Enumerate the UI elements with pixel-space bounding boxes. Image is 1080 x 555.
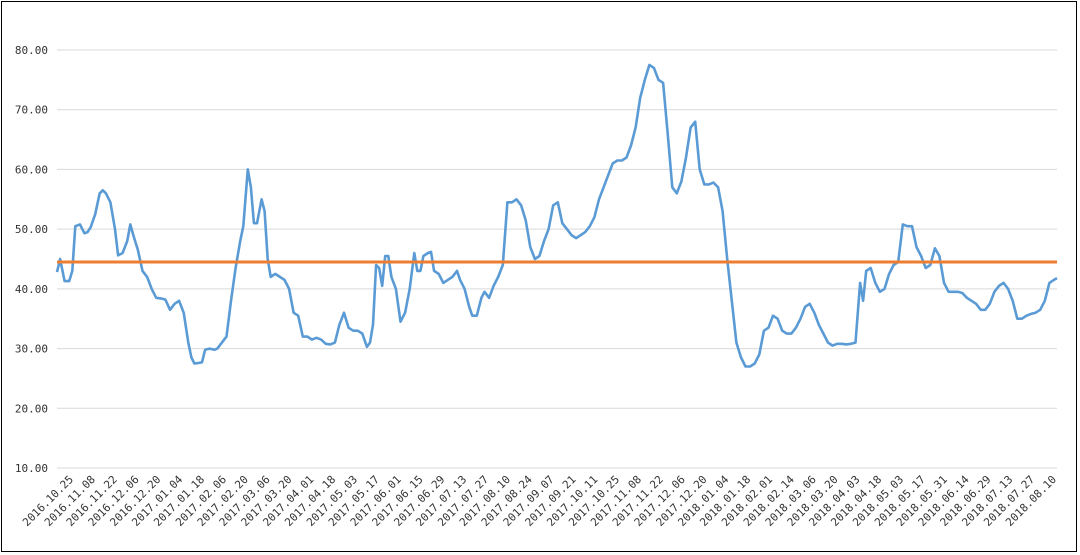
- y-axis-ticks: 10.00 20.00 30.00 40.00 50.00 60.00 70.00 80.00: [15, 44, 48, 475]
- x-axis-ticks: 2016.10.252016.11.082016.11.222016.12.06…: [20, 473, 1059, 529]
- series-line: [55, 63, 1058, 368]
- y-tick-label: 70.00: [15, 104, 48, 117]
- y-tick-label: 60.00: [15, 163, 48, 176]
- y-tick-label: 10.00: [15, 462, 48, 475]
- y-tick-label: 30.00: [15, 343, 48, 356]
- y-tick-label: 80.00: [15, 44, 48, 57]
- series-layer: [55, 63, 1058, 368]
- y-tick-label: 40.00: [15, 283, 48, 296]
- y-tick-label: 20.00: [15, 402, 48, 415]
- y-tick-label: 50.00: [15, 223, 48, 236]
- grid: [57, 49, 1057, 469]
